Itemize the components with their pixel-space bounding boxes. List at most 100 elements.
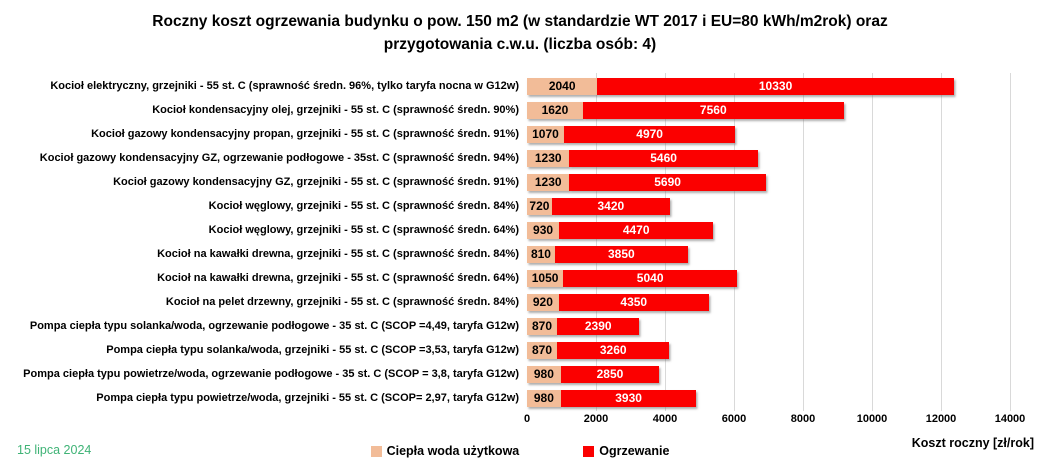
- bar-track: 920 4350: [527, 293, 1010, 311]
- cwu-bar-segment: 1620: [527, 101, 583, 119]
- cwu-bar-segment: 930: [527, 221, 560, 239]
- x-axis-tick-label: 12000: [925, 413, 957, 425]
- bar-value-label: 2850: [596, 367, 624, 381]
- bar-track: 1230 5460: [527, 149, 1010, 167]
- bar-value-label: 1230: [534, 151, 562, 165]
- cwu-bar-segment: 1050: [527, 269, 564, 287]
- heating-bar-segment: 3850: [554, 245, 688, 263]
- cwu-bar-segment: 720: [527, 197, 552, 215]
- heating-bar-segment: 4470: [559, 221, 714, 239]
- bar-value-label: 7560: [699, 103, 727, 117]
- bar-value-label: 1070: [532, 127, 559, 141]
- bar-track: 1230 5690: [527, 173, 1010, 191]
- bar-value-label: 5460: [650, 151, 677, 165]
- heating-bar-segment: 7560: [582, 101, 844, 119]
- heating-bar-segment: 5040: [563, 269, 738, 287]
- legend-label-heating: Ogrzewanie: [599, 444, 670, 458]
- legend-item-heating: Ogrzewanie: [583, 444, 669, 458]
- bar-value-label: 10330: [758, 79, 793, 93]
- plot-rows: Kocioł elektryczny, grzejniki - 55 st. C…: [0, 74, 1010, 410]
- legend-swatch-cwu-icon: [370, 445, 382, 457]
- chart-title-line-2: przygotowania c.w.u. (liczba osób: 4): [383, 36, 657, 53]
- category-label: Kocioł elektryczny, grzejniki - 55 st. C…: [50, 80, 519, 92]
- cwu-bar-segment: 1230: [527, 149, 570, 167]
- bar-track: 1050 5040: [527, 269, 1010, 287]
- bar-row: Kocioł kondensacyjny olej, grzejniki - 5…: [0, 98, 1010, 122]
- cwu-bar-segment: 1230: [527, 173, 570, 191]
- category-label: Pompa ciepła typu powietrze/woda, grzejn…: [96, 392, 519, 404]
- gridline: [872, 73, 873, 411]
- category-label: Kocioł węglowy, grzejniki - 55 st. C (sp…: [208, 224, 519, 236]
- bar-value-label: 3850: [607, 247, 635, 261]
- bar-row: Kocioł na pelet drzewny, grzejniki - 55 …: [0, 290, 1010, 314]
- bar-value-label: 2390: [584, 319, 612, 333]
- bar-value-label: 1050: [531, 271, 559, 285]
- cwu-bar-segment: 870: [527, 341, 557, 359]
- chart-title-line-1: Roczny koszt ogrzewania budynku o pow. 1…: [152, 13, 888, 30]
- grid-layer: [527, 73, 1011, 411]
- bar-row: Pompa ciepła typu powietrze/woda, ogrzew…: [0, 362, 1010, 386]
- bar-value-label: 720: [529, 199, 550, 213]
- gridline: [941, 73, 942, 411]
- bar-row: Kocioł węglowy, grzejniki - 55 st. C (sp…: [0, 194, 1010, 218]
- bar-track: 980 3930: [527, 389, 1010, 407]
- bar-value-label: 870: [531, 319, 553, 333]
- bar-track: 2040 10330: [527, 77, 1010, 95]
- bar-value-label: 5040: [636, 271, 664, 285]
- cwu-bar-segment: 980: [527, 365, 561, 383]
- bar-row: Kocioł elektryczny, grzejniki - 55 st. C…: [0, 74, 1010, 98]
- category-label: Kocioł kondensacyjny olej, grzejniki - 5…: [152, 104, 519, 116]
- category-label: Kocioł na pelet drzewny, grzejniki - 55 …: [165, 296, 519, 308]
- category-label: Kocioł węglowy, grzejniki - 55 st. C (sp…: [208, 200, 519, 212]
- bar-row: Pompa ciepła typu solanka/woda, ogrzewan…: [0, 314, 1010, 338]
- bar-value-label: 1230: [534, 175, 562, 189]
- bar-value-label: 4470: [622, 223, 650, 237]
- bar-row: Kocioł gazowy kondensacyjny GZ, grzejnik…: [0, 170, 1010, 194]
- bar-row: Pompa ciepła typu solanka/woda, grzejnik…: [0, 338, 1010, 362]
- bar-value-label: 3420: [597, 199, 625, 213]
- category-label: Kocioł na kawałki drewna, grzejniki - 55…: [157, 272, 519, 284]
- bar-value-label: 5690: [654, 175, 681, 189]
- cwu-bar-segment: 1070: [527, 125, 564, 143]
- x-axis-tick-label: 4000: [652, 413, 678, 425]
- x-axis-tick-label: 0: [523, 413, 531, 425]
- heating-bar-segment: 2390: [557, 317, 640, 335]
- heating-bar-segment: 4970: [563, 125, 736, 143]
- heating-bar-segment: 3260: [557, 341, 670, 359]
- category-label: Pompa ciepła typu solanka/woda, grzejnik…: [106, 344, 519, 356]
- heating-bar-segment: 5460: [569, 149, 758, 167]
- category-label: Pompa ciepła typu powietrze/woda, ogrzew…: [23, 368, 519, 380]
- bar-value-label: 980: [533, 367, 554, 381]
- bar-value-label: 2040: [548, 79, 576, 93]
- heating-bar-segment: 4350: [558, 293, 709, 311]
- x-axis-tick-label: 2000: [583, 413, 609, 425]
- bar-row: Pompa ciepła typu powietrze/woda, grzejn…: [0, 386, 1010, 410]
- legend-swatch-heating-icon: [583, 445, 595, 457]
- bar-value-label: 980: [533, 391, 554, 405]
- x-axis-tick-label: 6000: [721, 413, 747, 425]
- bar-track: 870 2390: [527, 317, 1010, 335]
- gridline: [1010, 73, 1011, 411]
- bar-value-label: 4970: [636, 127, 663, 141]
- x-axis: 0 2000 4000 6000 8000 10000 12000 14000: [523, 413, 1025, 427]
- footer-date: 15 lipca 2024: [17, 443, 92, 457]
- bar-track: 930 4470: [527, 221, 1010, 239]
- cwu-bar-segment: 980: [527, 389, 561, 407]
- bar-track: 720 3420: [527, 197, 1010, 215]
- category-label: Kocioł gazowy kondensacyjny GZ, ogrzewan…: [39, 152, 519, 164]
- bar-row: Kocioł węglowy, grzejniki - 55 st. C (sp…: [0, 218, 1010, 242]
- gridline: [596, 73, 597, 411]
- cwu-bar-segment: 870: [527, 317, 557, 335]
- cwu-bar-segment: 920: [527, 293, 559, 311]
- x-axis-tick-label: 10000: [856, 413, 888, 425]
- x-axis-title: Koszt roczny [zł/rok]: [911, 436, 1034, 450]
- chart-title: Roczny koszt ogrzewania budynku o pow. 1…: [0, 10, 1040, 56]
- bar-track: 870 3260: [527, 341, 1010, 359]
- category-label: Pompa ciepła typu solanka/woda, ogrzewan…: [29, 320, 519, 332]
- bar-value-label: 930: [533, 223, 554, 237]
- bar-value-label: 920: [532, 295, 553, 309]
- bar-value-label: 3260: [599, 343, 627, 357]
- legend-label-cwu: Ciepła woda użytkowa: [386, 444, 520, 458]
- gridline: [734, 73, 735, 411]
- heating-bar-segment: 5690: [569, 173, 766, 191]
